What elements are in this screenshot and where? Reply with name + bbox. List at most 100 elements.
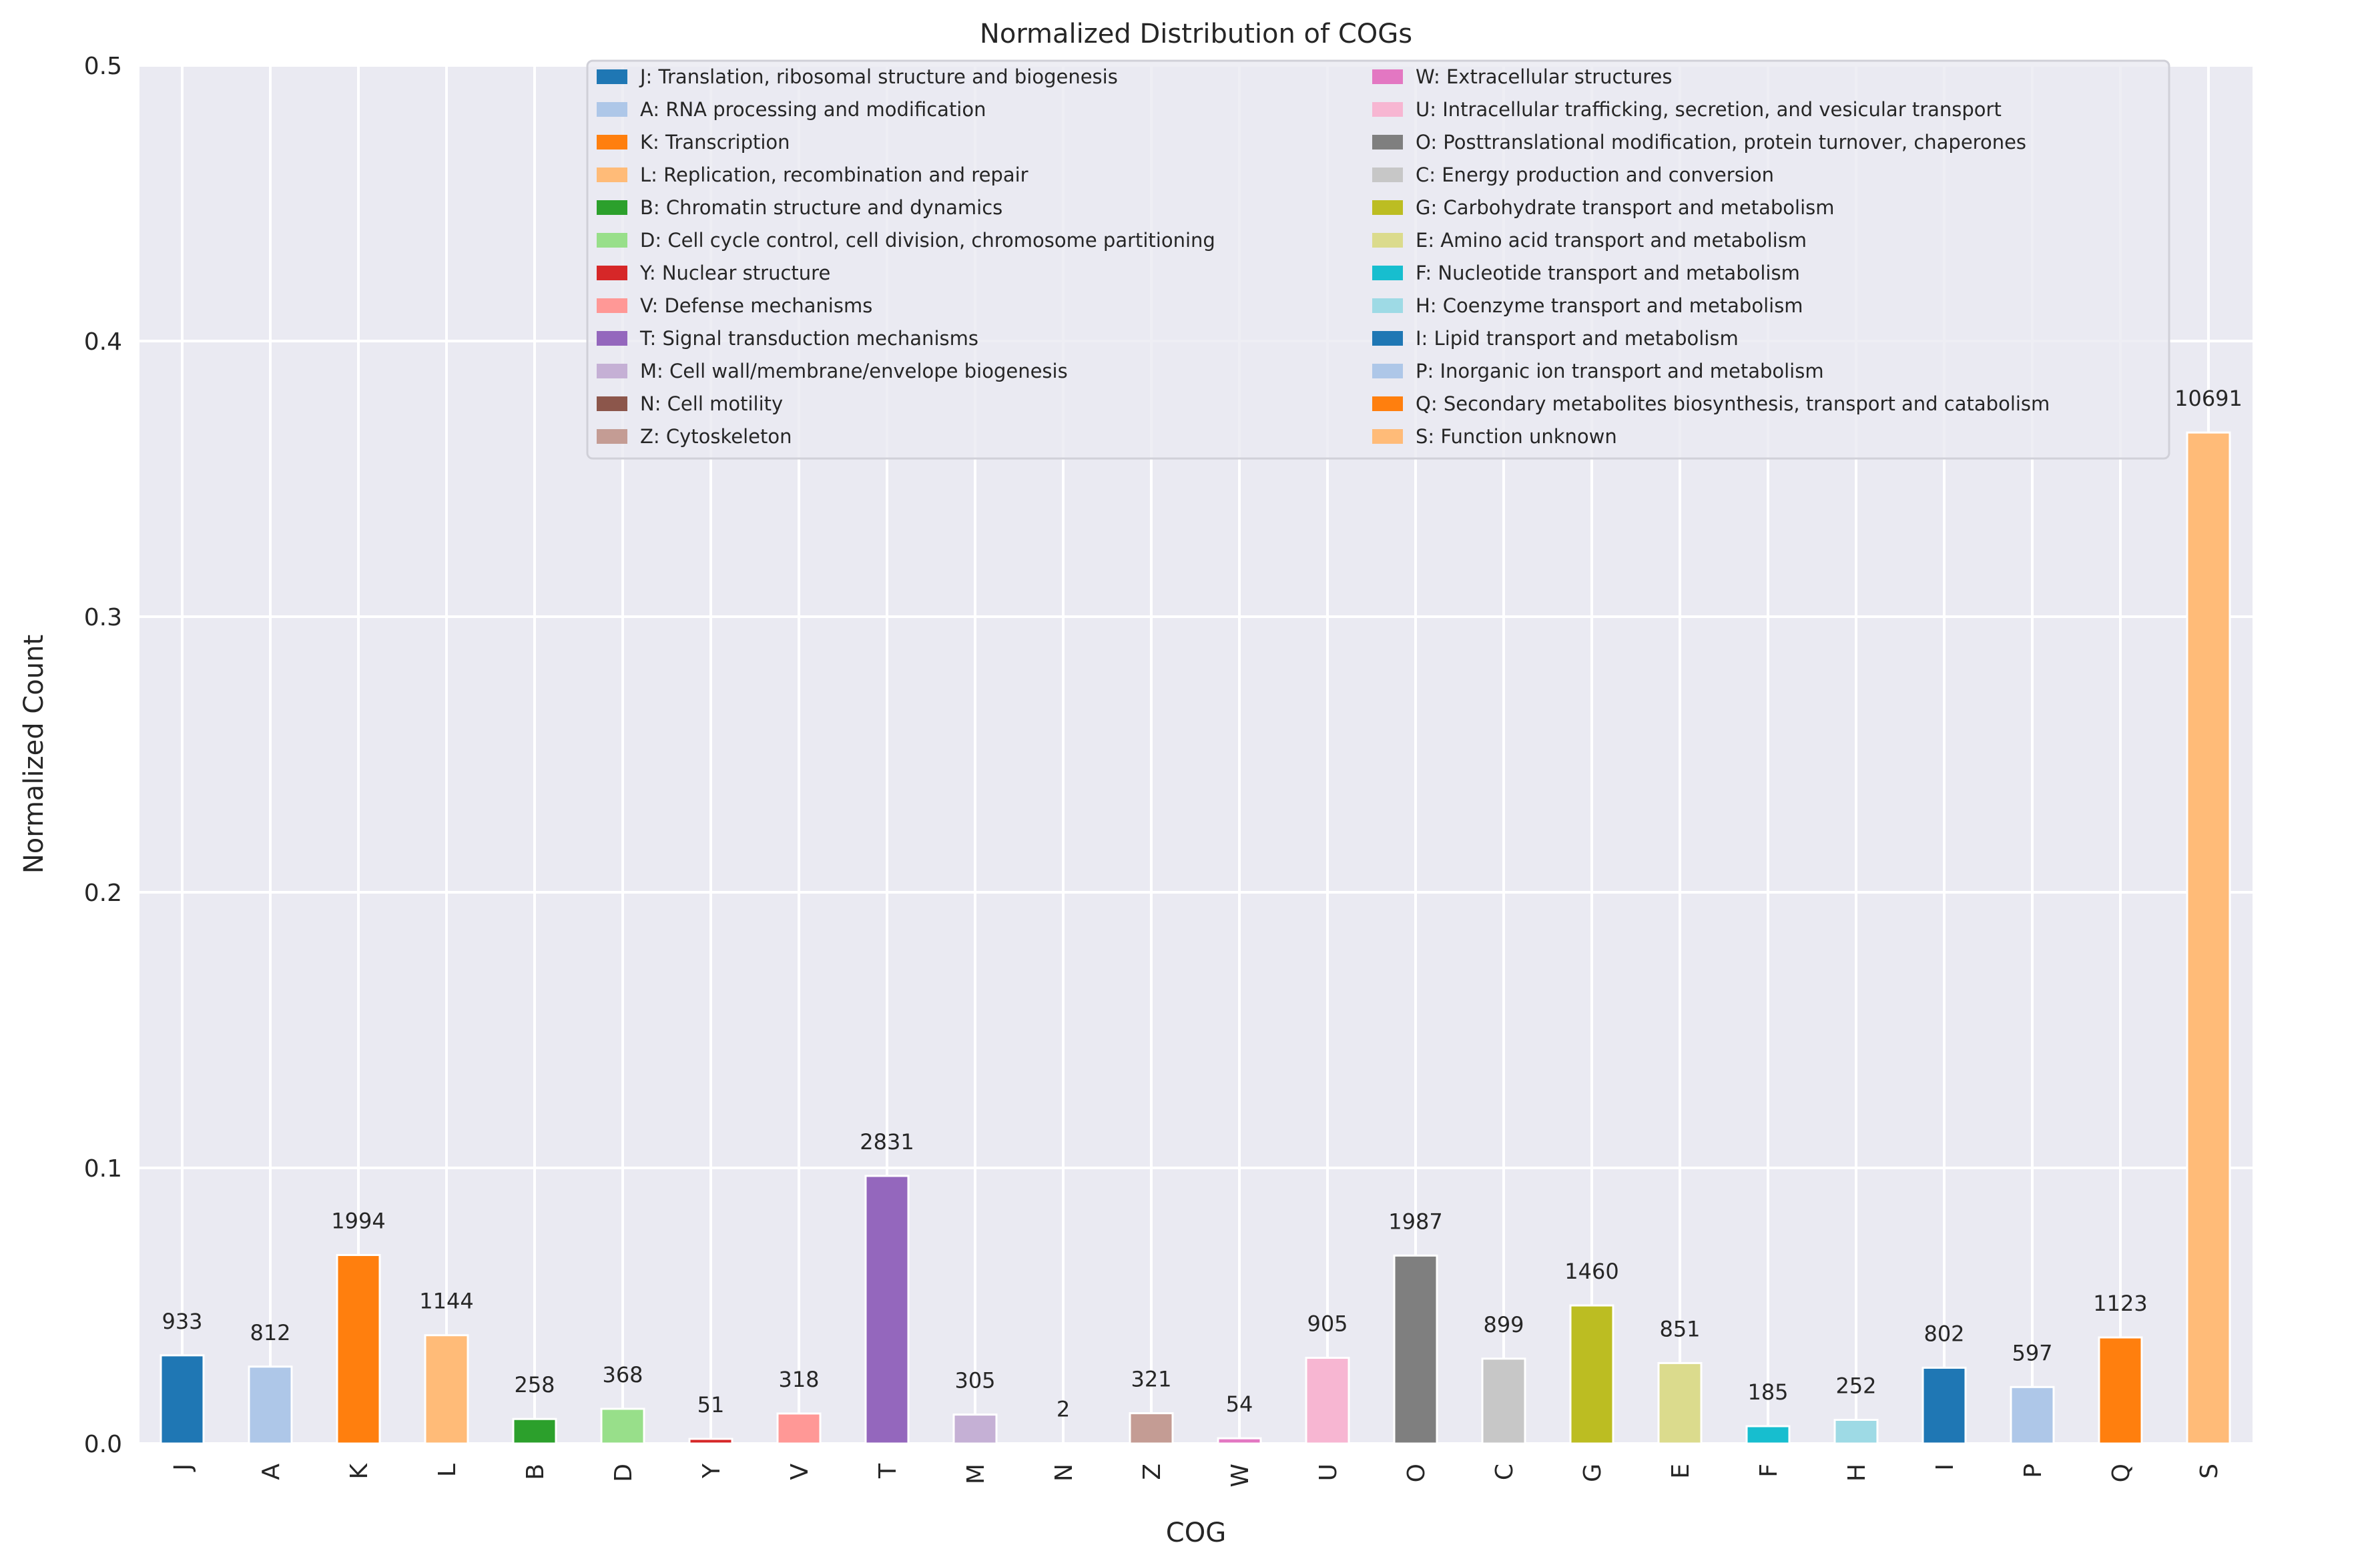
legend-entry: V: Defense mechanisms bbox=[640, 294, 872, 317]
x-tick-label: T bbox=[874, 1463, 902, 1479]
legend-swatch bbox=[1372, 69, 1403, 84]
legend-swatch bbox=[1372, 233, 1403, 248]
legend-swatch bbox=[597, 69, 627, 84]
x-tick-label: A bbox=[258, 1464, 285, 1480]
legend-swatch bbox=[597, 364, 627, 378]
bar-count-label: 321 bbox=[1131, 1367, 1171, 1392]
legend-entry: S: Function unknown bbox=[1416, 425, 1617, 448]
bar-count-label: 1460 bbox=[1564, 1259, 1618, 1284]
x-tick-label: V bbox=[786, 1464, 814, 1480]
x-tick-label: B bbox=[522, 1464, 549, 1480]
legend-swatch bbox=[1372, 135, 1403, 149]
x-tick-label: H bbox=[1843, 1464, 1871, 1482]
bar-count-label: 851 bbox=[1659, 1316, 1700, 1341]
grid bbox=[139, 64, 2253, 1445]
legend-entry: J: Translation, ribosomal structure and … bbox=[639, 65, 1118, 88]
bar-K bbox=[336, 1254, 381, 1445]
x-tick-label: O bbox=[1403, 1464, 1430, 1482]
bar-count-label: 905 bbox=[1307, 1311, 1348, 1337]
legend-entry: Z: Cytoskeleton bbox=[640, 425, 792, 448]
bar-count-label: 812 bbox=[250, 1320, 290, 1345]
legend: J: Translation, ribosomal structure and … bbox=[586, 59, 2170, 460]
bar-H bbox=[1833, 1418, 1879, 1445]
bar-O bbox=[1393, 1254, 1438, 1445]
x-tick-label: U bbox=[1315, 1464, 1342, 1481]
bar-count-label: 597 bbox=[2012, 1340, 2052, 1365]
legend-swatch bbox=[1372, 396, 1403, 411]
bar-W bbox=[1217, 1437, 1262, 1445]
legend-entry: D: Cell cycle control, cell division, ch… bbox=[640, 229, 1215, 252]
y-tick-label: 0.3 bbox=[84, 604, 122, 631]
legend-swatch bbox=[1372, 266, 1403, 280]
legend-swatch bbox=[1372, 364, 1403, 378]
bar-count-label: 318 bbox=[778, 1367, 819, 1392]
legend-swatch bbox=[597, 298, 627, 313]
bar-count-label: 933 bbox=[162, 1309, 202, 1334]
legend-swatch bbox=[1372, 168, 1403, 182]
bar-I bbox=[1921, 1366, 1967, 1445]
bar-Y bbox=[688, 1438, 733, 1445]
bar-C bbox=[1481, 1357, 1526, 1445]
bar-count-label: 51 bbox=[697, 1392, 725, 1418]
x-tick-label: D bbox=[610, 1464, 637, 1482]
legend-swatch bbox=[1372, 429, 1403, 444]
legend-swatch bbox=[597, 396, 627, 411]
bar-count-label: 305 bbox=[954, 1368, 995, 1393]
legend-entry: G: Carbohydrate transport and metabolism bbox=[1416, 196, 1834, 219]
y-axis-ticks: 0.0 0.1 0.2 0.3 0.4 0.5 bbox=[84, 53, 122, 1458]
legend-entry: O: Posttranslational modification, prote… bbox=[1416, 131, 2026, 153]
legend-swatch bbox=[597, 200, 627, 215]
bar-U bbox=[1305, 1357, 1350, 1445]
legend-swatch bbox=[597, 135, 627, 149]
bar-count-label: 1994 bbox=[331, 1209, 385, 1234]
bar-count-label: 185 bbox=[1747, 1379, 1788, 1405]
y-tick-label: 0.2 bbox=[84, 880, 122, 907]
y-tick-label: 0.4 bbox=[84, 328, 122, 356]
y-axis-label: Normalized Count bbox=[19, 635, 49, 874]
x-tick-label: L bbox=[434, 1464, 461, 1477]
bar-count-label: 2831 bbox=[860, 1129, 914, 1155]
bar-count-label: 10691 bbox=[2174, 386, 2243, 411]
y-tick-label: 0.1 bbox=[84, 1155, 122, 1183]
x-tick-label: N bbox=[1051, 1464, 1078, 1482]
bar-count-label: 2 bbox=[1057, 1397, 1070, 1422]
bar-M bbox=[952, 1414, 998, 1445]
bar-E bbox=[1657, 1361, 1703, 1445]
bar-L bbox=[424, 1334, 469, 1445]
x-tick-label: I bbox=[1931, 1464, 1959, 1471]
legend-entry: A: RNA processing and modification bbox=[640, 98, 986, 121]
bar-count-label: 1987 bbox=[1388, 1209, 1442, 1234]
bar-F bbox=[1745, 1425, 1791, 1445]
legend-swatch bbox=[597, 429, 627, 444]
legend-swatch bbox=[597, 266, 627, 280]
bar-Q bbox=[2098, 1336, 2143, 1445]
legend-swatch bbox=[1372, 331, 1403, 346]
legend-entry: K: Transcription bbox=[640, 131, 790, 153]
legend-swatch bbox=[1372, 102, 1403, 117]
x-tick-label: W bbox=[1227, 1464, 1254, 1488]
bar-count-label: 54 bbox=[1226, 1391, 1253, 1417]
x-tick-label: F bbox=[1755, 1464, 1783, 1478]
x-tick-label: Q bbox=[2108, 1464, 2135, 1482]
legend-entry: T: Signal transduction mechanisms bbox=[639, 327, 978, 350]
legend-swatch bbox=[1372, 298, 1403, 313]
bar-G bbox=[1569, 1304, 1614, 1445]
legend-swatch bbox=[597, 102, 627, 117]
x-tick-label: S bbox=[2196, 1464, 2223, 1479]
x-tick-label: Y bbox=[698, 1463, 725, 1479]
chart-title: Normalized Distribution of COGs bbox=[980, 19, 1412, 49]
bar-B bbox=[512, 1418, 557, 1445]
legend-swatch bbox=[597, 168, 627, 182]
y-tick-label: 0.0 bbox=[84, 1431, 122, 1458]
bars bbox=[160, 431, 2231, 1445]
legend-entry: W: Extracellular structures bbox=[1416, 65, 1672, 88]
legend-entry: E: Amino acid transport and metabolism bbox=[1416, 229, 1807, 252]
bar-count-label: 1144 bbox=[419, 1289, 473, 1314]
bar-count-label: 802 bbox=[1923, 1321, 1964, 1346]
x-tick-label: M bbox=[962, 1464, 990, 1484]
legend-entry: Y: Nuclear structure bbox=[639, 262, 830, 284]
bar-T bbox=[864, 1175, 910, 1445]
bar-count-label: 258 bbox=[514, 1372, 555, 1397]
bar-labels: 933 812 1994 1144 258 368 51 318 2831 305 2 321 54 90… bbox=[162, 386, 2242, 1422]
